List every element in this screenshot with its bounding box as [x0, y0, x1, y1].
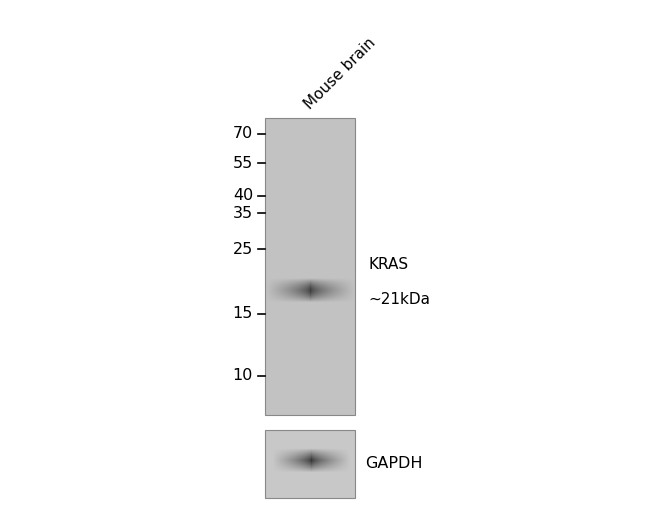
Bar [265, 430, 355, 498]
Text: 40: 40 [233, 188, 253, 203]
Text: GAPDH: GAPDH [365, 457, 422, 472]
Text: ~21kDa: ~21kDa [368, 292, 430, 307]
Text: Mouse brain: Mouse brain [302, 35, 378, 112]
Text: 35: 35 [233, 205, 253, 220]
Text: KRAS: KRAS [368, 257, 408, 272]
Bar [265, 118, 355, 415]
Text: 55: 55 [233, 155, 253, 171]
Text: 70: 70 [233, 126, 253, 141]
Text: 10: 10 [233, 369, 253, 384]
Text: 15: 15 [233, 306, 253, 321]
Text: 25: 25 [233, 241, 253, 256]
